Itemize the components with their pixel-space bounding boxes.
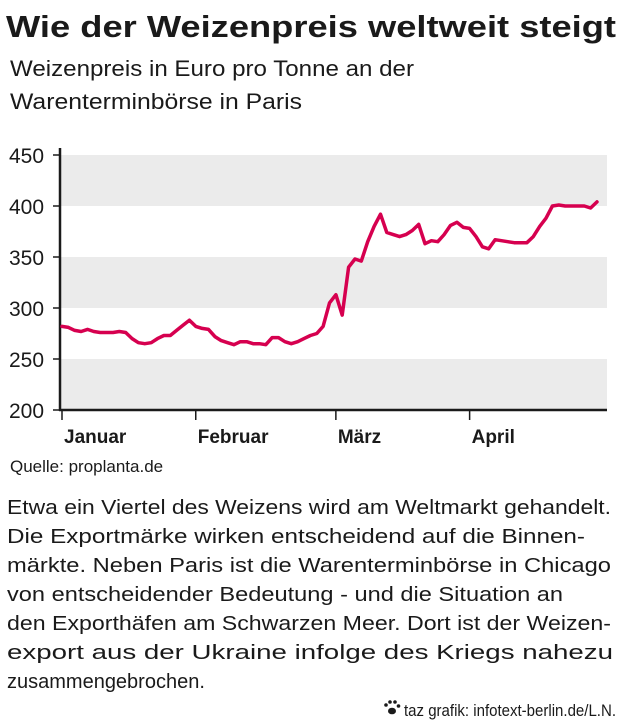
price-line bbox=[60, 200, 599, 347]
x-tick-label: Januar bbox=[64, 427, 127, 448]
y-tick-label: 450 bbox=[9, 145, 44, 168]
subtitle: Warenterminbörse in Paris bbox=[10, 89, 302, 114]
source: Quelle: proplanta.de bbox=[10, 457, 163, 476]
y-tick-label: 350 bbox=[9, 247, 44, 270]
body-text: Die Exportmärke wirken entscheidend auf … bbox=[7, 526, 585, 548]
body-text: zusammengebrochen. bbox=[7, 671, 205, 693]
y-tick-label: 200 bbox=[9, 400, 44, 423]
x-tick-label: April bbox=[472, 427, 515, 448]
body-text: von entscheidender Bedeutung - und die S… bbox=[7, 584, 563, 606]
body-text: märkte. Neben Paris ist die Warenterminb… bbox=[7, 555, 611, 577]
x-tick-label: Februar bbox=[198, 427, 269, 448]
paw-icon bbox=[384, 700, 401, 715]
body-text: Etwa ein Viertel des Weizens wird am Wel… bbox=[7, 497, 611, 519]
body-text: export aus der Ukraine infolge des Krieg… bbox=[7, 642, 613, 664]
grid-band bbox=[60, 359, 607, 410]
y-tick-label: 400 bbox=[9, 196, 44, 219]
y-tick-label: 300 bbox=[9, 298, 44, 321]
x-tick-label: März bbox=[338, 427, 381, 448]
y-tick-label: 250 bbox=[9, 349, 44, 372]
subtitle: Weizenpreis in Euro pro Tonne an der bbox=[10, 56, 414, 81]
chart-title: Wie der Weizenpreis weltweit steigt bbox=[6, 9, 616, 44]
body-text: den Exporthäfen am Schwarzen Meer. Dort … bbox=[7, 613, 611, 635]
grid-band bbox=[60, 155, 607, 206]
credit: taz grafik: infotext-berlin.de/L.N. bbox=[404, 701, 616, 720]
